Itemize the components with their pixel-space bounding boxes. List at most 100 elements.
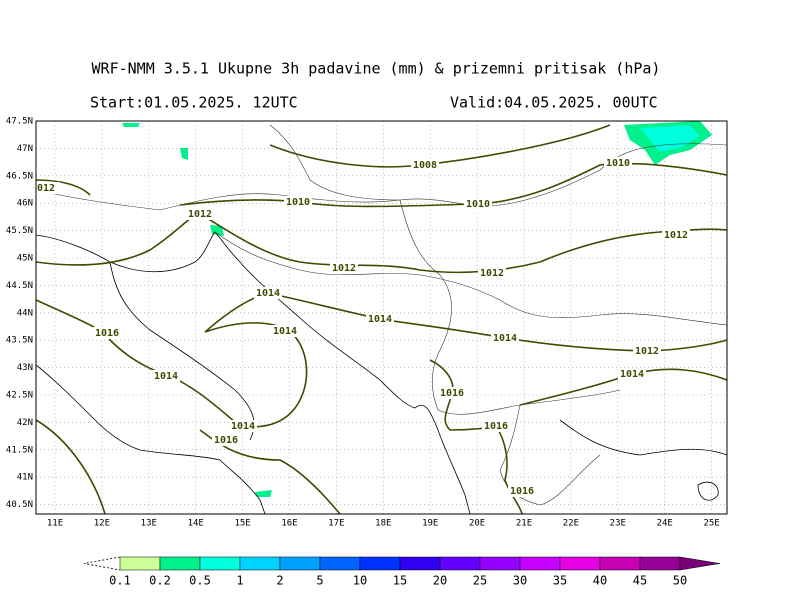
colorbar-label: 0.1 <box>109 574 131 588</box>
isobar <box>35 179 91 196</box>
lon-label: 14E <box>188 519 204 529</box>
colorbar-box <box>519 556 561 571</box>
colorbar-label: 25 <box>473 574 487 588</box>
title: WRF-NMM 3.5.1 Ukupne 3h padavine (mm) & … <box>92 60 661 78</box>
precip-area <box>255 490 272 497</box>
colorbar-label: 30 <box>513 574 527 588</box>
colorbar-label: 10 <box>353 574 367 588</box>
isobar-label-bg <box>254 287 282 299</box>
colorbar-low-end <box>83 556 121 571</box>
isobar-label: 1010 <box>286 197 310 208</box>
isobar-label-bg <box>478 267 506 279</box>
lat-label: 40.5N <box>6 500 33 510</box>
colorbar-label: 0.2 <box>149 574 171 588</box>
isobar-label-bg <box>618 368 646 380</box>
colorbar-box <box>159 556 201 571</box>
lat-label: 43N <box>17 363 33 373</box>
isobar-label: 1016 <box>440 388 464 399</box>
isobar-label: 1012 <box>332 263 356 274</box>
isobar-label: 1012 <box>664 230 688 241</box>
isobar-label: 1010 <box>466 199 490 210</box>
isobar-label-bg <box>482 420 510 432</box>
colorbar-label: 0.5 <box>189 574 211 588</box>
isobar-label: 1012 <box>635 346 659 357</box>
colorbar-label: 40 <box>593 574 607 588</box>
isobar-label-bg <box>633 345 661 357</box>
colorbar-label: 15 <box>393 574 407 588</box>
isobar-label: 1014 <box>154 371 178 382</box>
lat-label: 44N <box>17 308 33 318</box>
lat-label: 46N <box>17 199 33 209</box>
colorbar-label: 20 <box>433 574 447 588</box>
lat-label: 43.5N <box>6 336 33 346</box>
colorbar-box <box>479 556 521 571</box>
isobar-label: 1014 <box>368 314 392 325</box>
isobar-label-bg <box>604 157 632 169</box>
lon-label: 25E <box>703 519 719 529</box>
isobar <box>35 213 728 274</box>
lon-label: 22E <box>563 519 579 529</box>
precip-area <box>180 148 188 160</box>
isobar-label-bg <box>464 198 492 210</box>
colorbar-label: 5 <box>316 574 323 588</box>
colorbar-high-end <box>679 556 721 571</box>
colorbar-box <box>359 556 401 571</box>
border <box>399 199 621 415</box>
lon-label: 24E <box>657 519 673 529</box>
lon-label: 21E <box>516 519 532 529</box>
map-frame <box>35 120 728 515</box>
colorbar: 0.1 0.2 0.5 1 2 5 10 15 20 25 30 35 40 45 50 <box>83 556 721 588</box>
isobar-label: 1014 <box>256 288 280 299</box>
lon-label: 18E <box>375 519 391 529</box>
isobar-label: 1016 <box>484 421 508 432</box>
lat-label: 41.5N <box>6 445 33 455</box>
isobar-label-bg <box>32 182 60 194</box>
colorbar-box <box>199 556 241 571</box>
isobar <box>35 419 106 515</box>
lon-label: 11E <box>47 519 63 529</box>
lat-label: 47.5N <box>6 117 33 127</box>
lat-label: 47N <box>17 144 33 154</box>
colorbar-box <box>239 556 281 571</box>
precip-area <box>640 125 700 152</box>
colorbar-box <box>639 556 681 571</box>
coastline <box>559 419 728 456</box>
colorbar-box <box>319 556 361 571</box>
lon-label: 23E <box>610 519 626 529</box>
precip-area <box>210 225 224 236</box>
colorbar-box <box>439 556 481 571</box>
lon-label: 19E <box>422 519 438 529</box>
lon-label: 16E <box>281 519 297 529</box>
isobar-label: 1014 <box>620 369 644 380</box>
coastline <box>697 481 719 501</box>
isobar-label-bg <box>271 325 299 337</box>
isobar-label-bg <box>330 262 358 274</box>
lat-label: 44.5N <box>6 281 33 291</box>
lat-label: 46.5N <box>6 171 33 181</box>
isobar-label: 1014 <box>231 421 255 432</box>
colorbar-box <box>119 556 161 571</box>
lat-label: 45.5N <box>6 226 33 236</box>
valid-time: Valid:04.05.2025. 00UTC <box>450 94 658 112</box>
isobar-label-bg <box>366 313 394 325</box>
isobar-label-bg <box>438 387 466 399</box>
isobar-label-bg <box>491 332 519 344</box>
isobar-label: 1014 <box>273 326 297 337</box>
isobar-label-bg <box>508 485 536 497</box>
colorbar-label: 45 <box>633 574 647 588</box>
colorbar-box <box>279 556 321 571</box>
isobar-label: 012 <box>37 183 55 194</box>
precip-area <box>122 123 140 127</box>
lon-label: 17E <box>328 519 344 529</box>
isobar-label-bg <box>93 327 121 339</box>
colorbar-label: 35 <box>553 574 567 588</box>
isobar-label-bg <box>152 370 180 382</box>
border <box>214 231 728 326</box>
colorbar-label: 1 <box>236 574 243 588</box>
isobar-label-bg <box>284 196 312 208</box>
lon-label: 15E <box>234 519 250 529</box>
isobar-label: 1012 <box>480 268 504 279</box>
isobar-label-bg <box>186 208 214 220</box>
isobar-label-bg <box>212 434 240 446</box>
